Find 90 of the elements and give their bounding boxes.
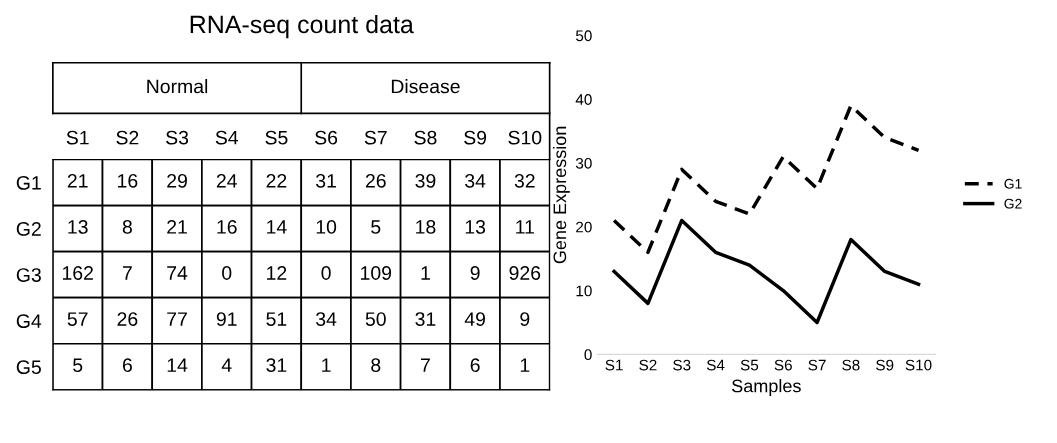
data-label: 34 [316,312,337,326]
data-label: 51 [266,312,287,326]
x-tick-label: S10 [508,130,542,145]
x-tick-label: S9 [464,130,487,145]
data-label: 4 [221,358,232,372]
text: Normal [147,79,208,94]
x-axis-title: Samples [732,379,801,396]
y-tick-label: G4 [16,314,42,328]
y-tick-label: G1 [16,175,41,190]
y-tick-label: G3 [16,268,41,282]
x-tick-label: S8 [414,130,437,145]
y-axis-title: Gene Expression [552,126,570,264]
data-label: 24 [216,173,237,188]
data-label: 0 [321,266,331,280]
y-tick-label: 50 [575,30,592,42]
data-label: 14 [167,358,188,372]
data-label: 16 [217,220,237,234]
data-label: 77 [167,312,187,326]
data-label: 22 [266,173,287,188]
y-tick-label: 30 [575,157,592,169]
x-tick-label: S1 [66,130,89,145]
legend-label: G1 [1004,178,1022,189]
data-label: 10 [316,220,337,234]
data-label: 6 [470,358,480,373]
x-tick-label: S6 [315,130,338,145]
data-label: 31 [316,173,336,188]
x-tick-label: S1 [605,359,623,371]
x-tick-label: S9 [876,359,894,371]
data-label: 31 [415,312,436,326]
data-label: 0 [222,266,232,280]
data-label: 1 [520,358,530,372]
y-tick-label: 40 [575,94,592,105]
data-label: 8 [371,358,381,373]
data-label: 57 [67,312,88,326]
x-tick-label: S2 [116,130,139,145]
data-label: 9 [470,266,480,280]
data-label: 11 [516,220,534,234]
data-label: 91 [216,312,237,326]
y-tick-label: G2 [16,222,41,236]
data-label: 926 [509,266,541,280]
data-label: 12 [267,266,287,280]
data-label: 49 [464,312,486,326]
data-label: 39 [415,173,436,188]
data-label: 5 [73,358,83,373]
data-label: 32 [514,173,535,188]
data-label: 8 [122,220,132,234]
y-tick-label: 0 [584,349,592,361]
data-label: 31 [266,358,287,373]
data-label: 21 [67,173,88,188]
data-label: 29 [167,173,187,188]
x-tick-label: S10 [905,359,932,371]
x-tick-label: S6 [774,359,792,371]
data-label: 50 [365,312,386,326]
y-tick-label: 20 [576,221,592,233]
line-series [612,103,921,255]
data-label: 26 [365,173,386,188]
x-tick-label: S3 [673,359,691,371]
y-tick-label: 10 [576,285,592,297]
data-label: 6 [122,358,132,373]
data-label: 16 [118,173,138,188]
data-label: 74 [167,266,188,280]
data-label: 34 [465,173,486,188]
data-label: 109 [361,266,392,280]
data-label: 1 [421,266,430,280]
data-label: 5 [371,220,381,234]
data-label: 9 [520,312,530,326]
data-label: 26 [117,312,138,326]
data-label: 7 [421,358,430,372]
line-series [612,218,921,325]
data-label: 14 [267,220,287,234]
x-tick-label: S3 [166,130,189,145]
data-label: 13 [465,220,486,234]
x-tick-label: S7 [808,359,826,371]
x-tick-label: S2 [639,359,657,371]
data-label: 162 [62,266,93,280]
data-label: 13 [68,220,88,234]
x-tick-label: S7 [364,130,387,145]
data-label: 21 [167,220,187,234]
x-tick-label: S8 [842,359,860,371]
x-tick-label: S5 [740,359,759,371]
x-tick-label: S5 [265,130,288,145]
data-label: 7 [122,266,132,280]
y-tick-label: G5 [16,360,41,375]
x-tick-label: S4 [215,130,239,145]
data-label: 18 [416,220,436,234]
text: Disease [391,79,460,94]
x-tick-label: S4 [706,359,725,371]
data-label: 1 [322,358,331,372]
chart-title: RNA-seq count data [190,14,414,39]
legend-label: G2 [1004,198,1022,209]
